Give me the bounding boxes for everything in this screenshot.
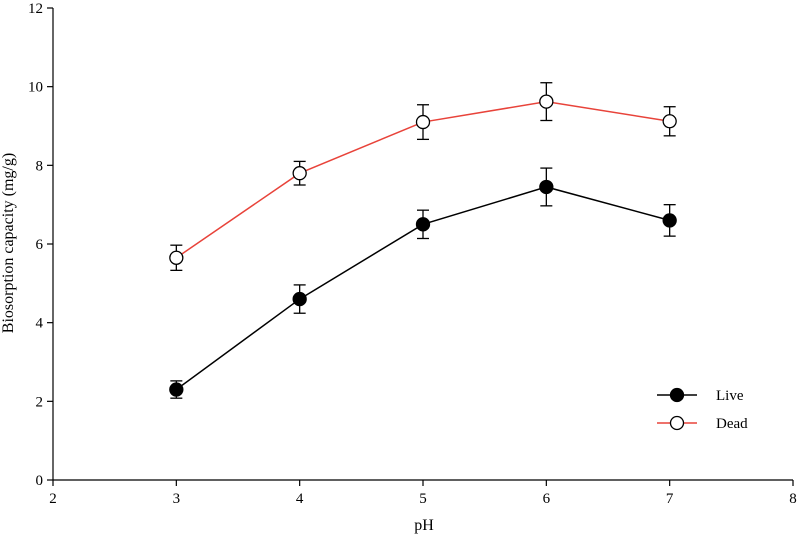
data-point-live — [292, 291, 307, 307]
legend-marker-live — [669, 387, 685, 403]
x-tick-label: 8 — [789, 491, 797, 507]
y-tick-label: 12 — [28, 1, 43, 17]
data-point-dead — [415, 114, 431, 130]
data-point-live — [539, 179, 554, 195]
y-tick-label: 10 — [28, 80, 43, 96]
data-point-dead — [539, 94, 554, 109]
x-tick-label: 3 — [173, 491, 181, 507]
data-point-live — [415, 217, 431, 232]
data-point-dead — [169, 250, 184, 265]
y-tick-label: 2 — [36, 394, 44, 410]
legend-marker-dead — [669, 415, 685, 431]
y-tick-label: 8 — [36, 158, 44, 174]
x-tick-label: 5 — [419, 491, 427, 507]
data-point-dead — [292, 166, 307, 181]
y-tick-label: 0 — [36, 473, 44, 489]
data-point-live — [169, 382, 184, 397]
x-tick-label: 4 — [296, 491, 304, 507]
x-axis-label: pH — [414, 517, 434, 534]
legend-label-dead: Dead — [716, 416, 748, 432]
x-tick-label: 2 — [49, 491, 57, 507]
x-tick-label: 6 — [543, 491, 551, 507]
series-dead — [169, 82, 677, 272]
legend: Live Dead — [657, 387, 748, 432]
x-tick-label: 7 — [666, 491, 674, 507]
legend-label-live: Live — [716, 388, 744, 404]
series-live — [169, 167, 677, 399]
data-point-dead — [662, 114, 677, 129]
series-layer — [169, 82, 677, 399]
data-point-live — [662, 213, 677, 228]
y-tick-label: 4 — [36, 316, 44, 332]
y-axis-label: Biosorption capacity (mg/g) — [0, 153, 17, 333]
y-tick-label: 6 — [36, 237, 44, 253]
